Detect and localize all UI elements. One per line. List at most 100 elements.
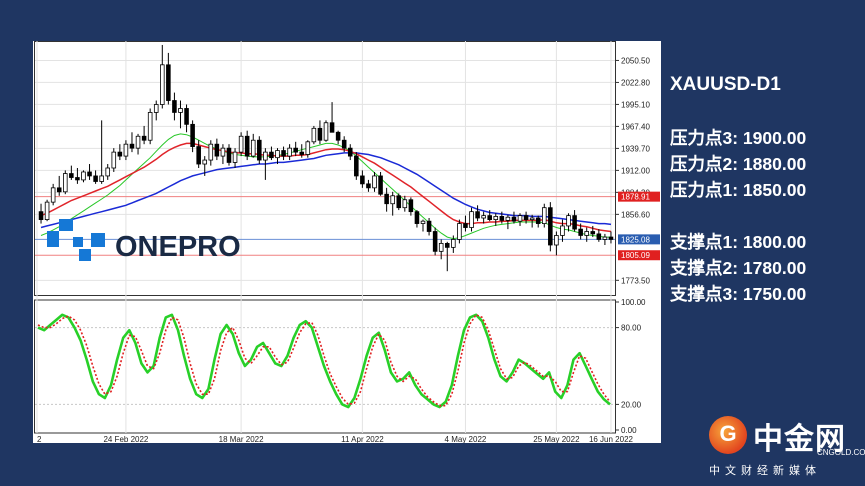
candle-body <box>548 207 553 246</box>
price-label-box <box>618 234 660 245</box>
candle-body <box>347 147 353 157</box>
support-level-3: 支撑点3: 1750.00 <box>670 284 807 304</box>
price-label-box <box>618 191 660 202</box>
candle-body <box>420 220 426 224</box>
candle-body <box>269 151 274 159</box>
candle-body <box>511 216 517 222</box>
price-pane-frame <box>34 41 616 296</box>
stoch-tick-label: 100.00 <box>621 298 646 307</box>
candle-body <box>87 171 92 177</box>
stochastic-pane-frame <box>34 299 616 434</box>
price-label: 1878.91 <box>621 193 650 202</box>
stoch-main-line <box>37 313 611 409</box>
candle-body <box>263 151 268 161</box>
candle-body <box>499 216 505 221</box>
candle-body <box>56 187 62 193</box>
time-tick-label: 2 <box>37 435 42 443</box>
onepro-logo-block <box>79 249 91 261</box>
chart-panel: 2050.50 2022.80 1995.10 1967.40 1939.70 1912.… <box>33 41 661 443</box>
candle-body <box>99 175 104 182</box>
onepro-logo-block <box>73 237 83 247</box>
price-tick-label: 1939.70 <box>621 144 650 153</box>
candle-body <box>63 173 68 193</box>
time-tick-label: 25 May 2022 <box>533 435 580 443</box>
price-tick-label: 2022.80 <box>621 78 650 87</box>
candle-body <box>129 143 135 149</box>
price-label: 1805.09 <box>621 251 650 260</box>
candle-body <box>317 127 323 141</box>
resistance-level-1: 压力点1: 1850.00 <box>670 180 807 200</box>
candle-body <box>366 183 371 189</box>
onepro-logo-block <box>91 233 105 247</box>
candle-body <box>584 231 589 236</box>
candle-body <box>238 135 244 153</box>
support-level-2: 支撑点2: 1780.00 <box>670 258 807 278</box>
candle-body <box>220 147 226 157</box>
candle-body <box>341 139 347 149</box>
candle-body <box>596 233 602 240</box>
candle-body <box>396 195 402 209</box>
candle-body <box>172 100 177 113</box>
onepro-logo-block <box>59 219 73 231</box>
candle-body <box>481 215 486 219</box>
candle-body <box>287 147 292 157</box>
candle-body <box>305 141 311 155</box>
price-tick-label: 1773.50 <box>621 276 650 285</box>
candle-body <box>105 167 111 177</box>
candle-body <box>160 64 165 105</box>
symbol-title: XAUUSD-D1 <box>670 74 781 95</box>
candle-body <box>232 151 238 163</box>
price-tick-label: 1967.40 <box>621 122 650 131</box>
candle-body <box>335 131 341 141</box>
candle-body <box>444 243 450 248</box>
candle-body <box>487 215 492 220</box>
time-tick-label: 4 May 2022 <box>445 435 487 443</box>
candle-body <box>414 211 420 224</box>
price-tick-label: 1912.00 <box>621 166 650 175</box>
candle-body <box>38 211 44 220</box>
candle-body <box>178 108 183 113</box>
candle-body <box>311 127 317 143</box>
candle-body <box>153 104 159 113</box>
candle-body <box>354 155 359 177</box>
candle-body <box>432 231 438 252</box>
candle-body <box>566 215 571 227</box>
candle-body <box>384 193 389 205</box>
price-tick-label: 1995.10 <box>621 100 650 109</box>
candle-body <box>529 217 535 220</box>
candle-body <box>554 235 559 246</box>
time-tick-label: 18 Mar 2022 <box>219 435 264 443</box>
candle-body <box>250 139 256 157</box>
candle-body <box>196 146 201 165</box>
stoch-tick-label: 0.00 <box>621 426 637 435</box>
candle-body <box>69 173 74 178</box>
cngold-watermark: G 中金网 CNGOLD.COM.CN 中文财经新媒体 <box>705 410 865 486</box>
candle-body <box>505 216 511 221</box>
candle-body <box>329 122 335 133</box>
candle-body <box>111 151 117 169</box>
candle-body <box>493 216 499 220</box>
candle-body <box>147 112 153 141</box>
candle-body <box>293 147 298 153</box>
candle-body <box>578 228 583 236</box>
candle-body <box>299 151 305 155</box>
candle-body <box>426 220 432 232</box>
candle-body <box>572 215 577 230</box>
candle-body <box>275 150 280 159</box>
ma-slow-line <box>40 152 612 229</box>
price-label: 1825.08 <box>621 235 650 244</box>
cngold-logo-icon: G <box>709 416 747 454</box>
chart-svg: 2050.50 2022.80 1995.10 1967.40 1939.70 1912.… <box>34 41 660 443</box>
candle-body <box>117 151 123 157</box>
candle-body <box>408 199 414 213</box>
candle-body <box>281 150 286 157</box>
candle-body <box>360 175 365 185</box>
resistance-level-2: 压力点2: 1880.00 <box>670 154 807 174</box>
support-level-1: 支撑点1: 1800.00 <box>670 232 807 252</box>
candle-body <box>323 122 329 141</box>
candle-body <box>81 171 86 181</box>
candle-body <box>523 215 529 220</box>
candle-body <box>590 231 596 235</box>
candle-body <box>378 175 383 195</box>
time-tick-label: 16 Jun 2022 <box>589 435 634 443</box>
